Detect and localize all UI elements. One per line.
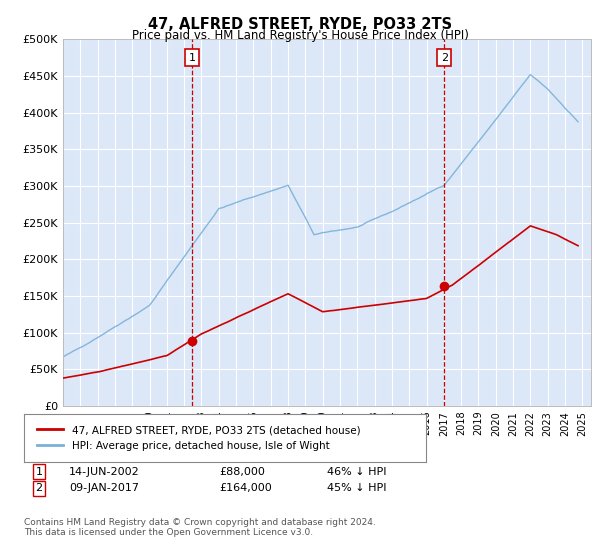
- Text: 09-JAN-2017: 09-JAN-2017: [69, 483, 139, 493]
- Text: Price paid vs. HM Land Registry's House Price Index (HPI): Price paid vs. HM Land Registry's House …: [131, 29, 469, 42]
- Legend: 47, ALFRED STREET, RYDE, PO33 2TS (detached house), HPI: Average price, detached: 47, ALFRED STREET, RYDE, PO33 2TS (detac…: [33, 421, 365, 455]
- Text: 46% ↓ HPI: 46% ↓ HPI: [327, 466, 386, 477]
- Text: 2: 2: [35, 483, 43, 493]
- Text: 1: 1: [188, 53, 196, 63]
- Text: Contains HM Land Registry data © Crown copyright and database right 2024.
This d: Contains HM Land Registry data © Crown c…: [24, 518, 376, 538]
- Text: 45% ↓ HPI: 45% ↓ HPI: [327, 483, 386, 493]
- Text: 14-JUN-2002: 14-JUN-2002: [69, 466, 140, 477]
- Text: 2: 2: [441, 53, 448, 63]
- Text: £88,000: £88,000: [219, 466, 265, 477]
- Text: 1: 1: [35, 466, 43, 477]
- Text: £164,000: £164,000: [219, 483, 272, 493]
- Text: 47, ALFRED STREET, RYDE, PO33 2TS: 47, ALFRED STREET, RYDE, PO33 2TS: [148, 17, 452, 32]
